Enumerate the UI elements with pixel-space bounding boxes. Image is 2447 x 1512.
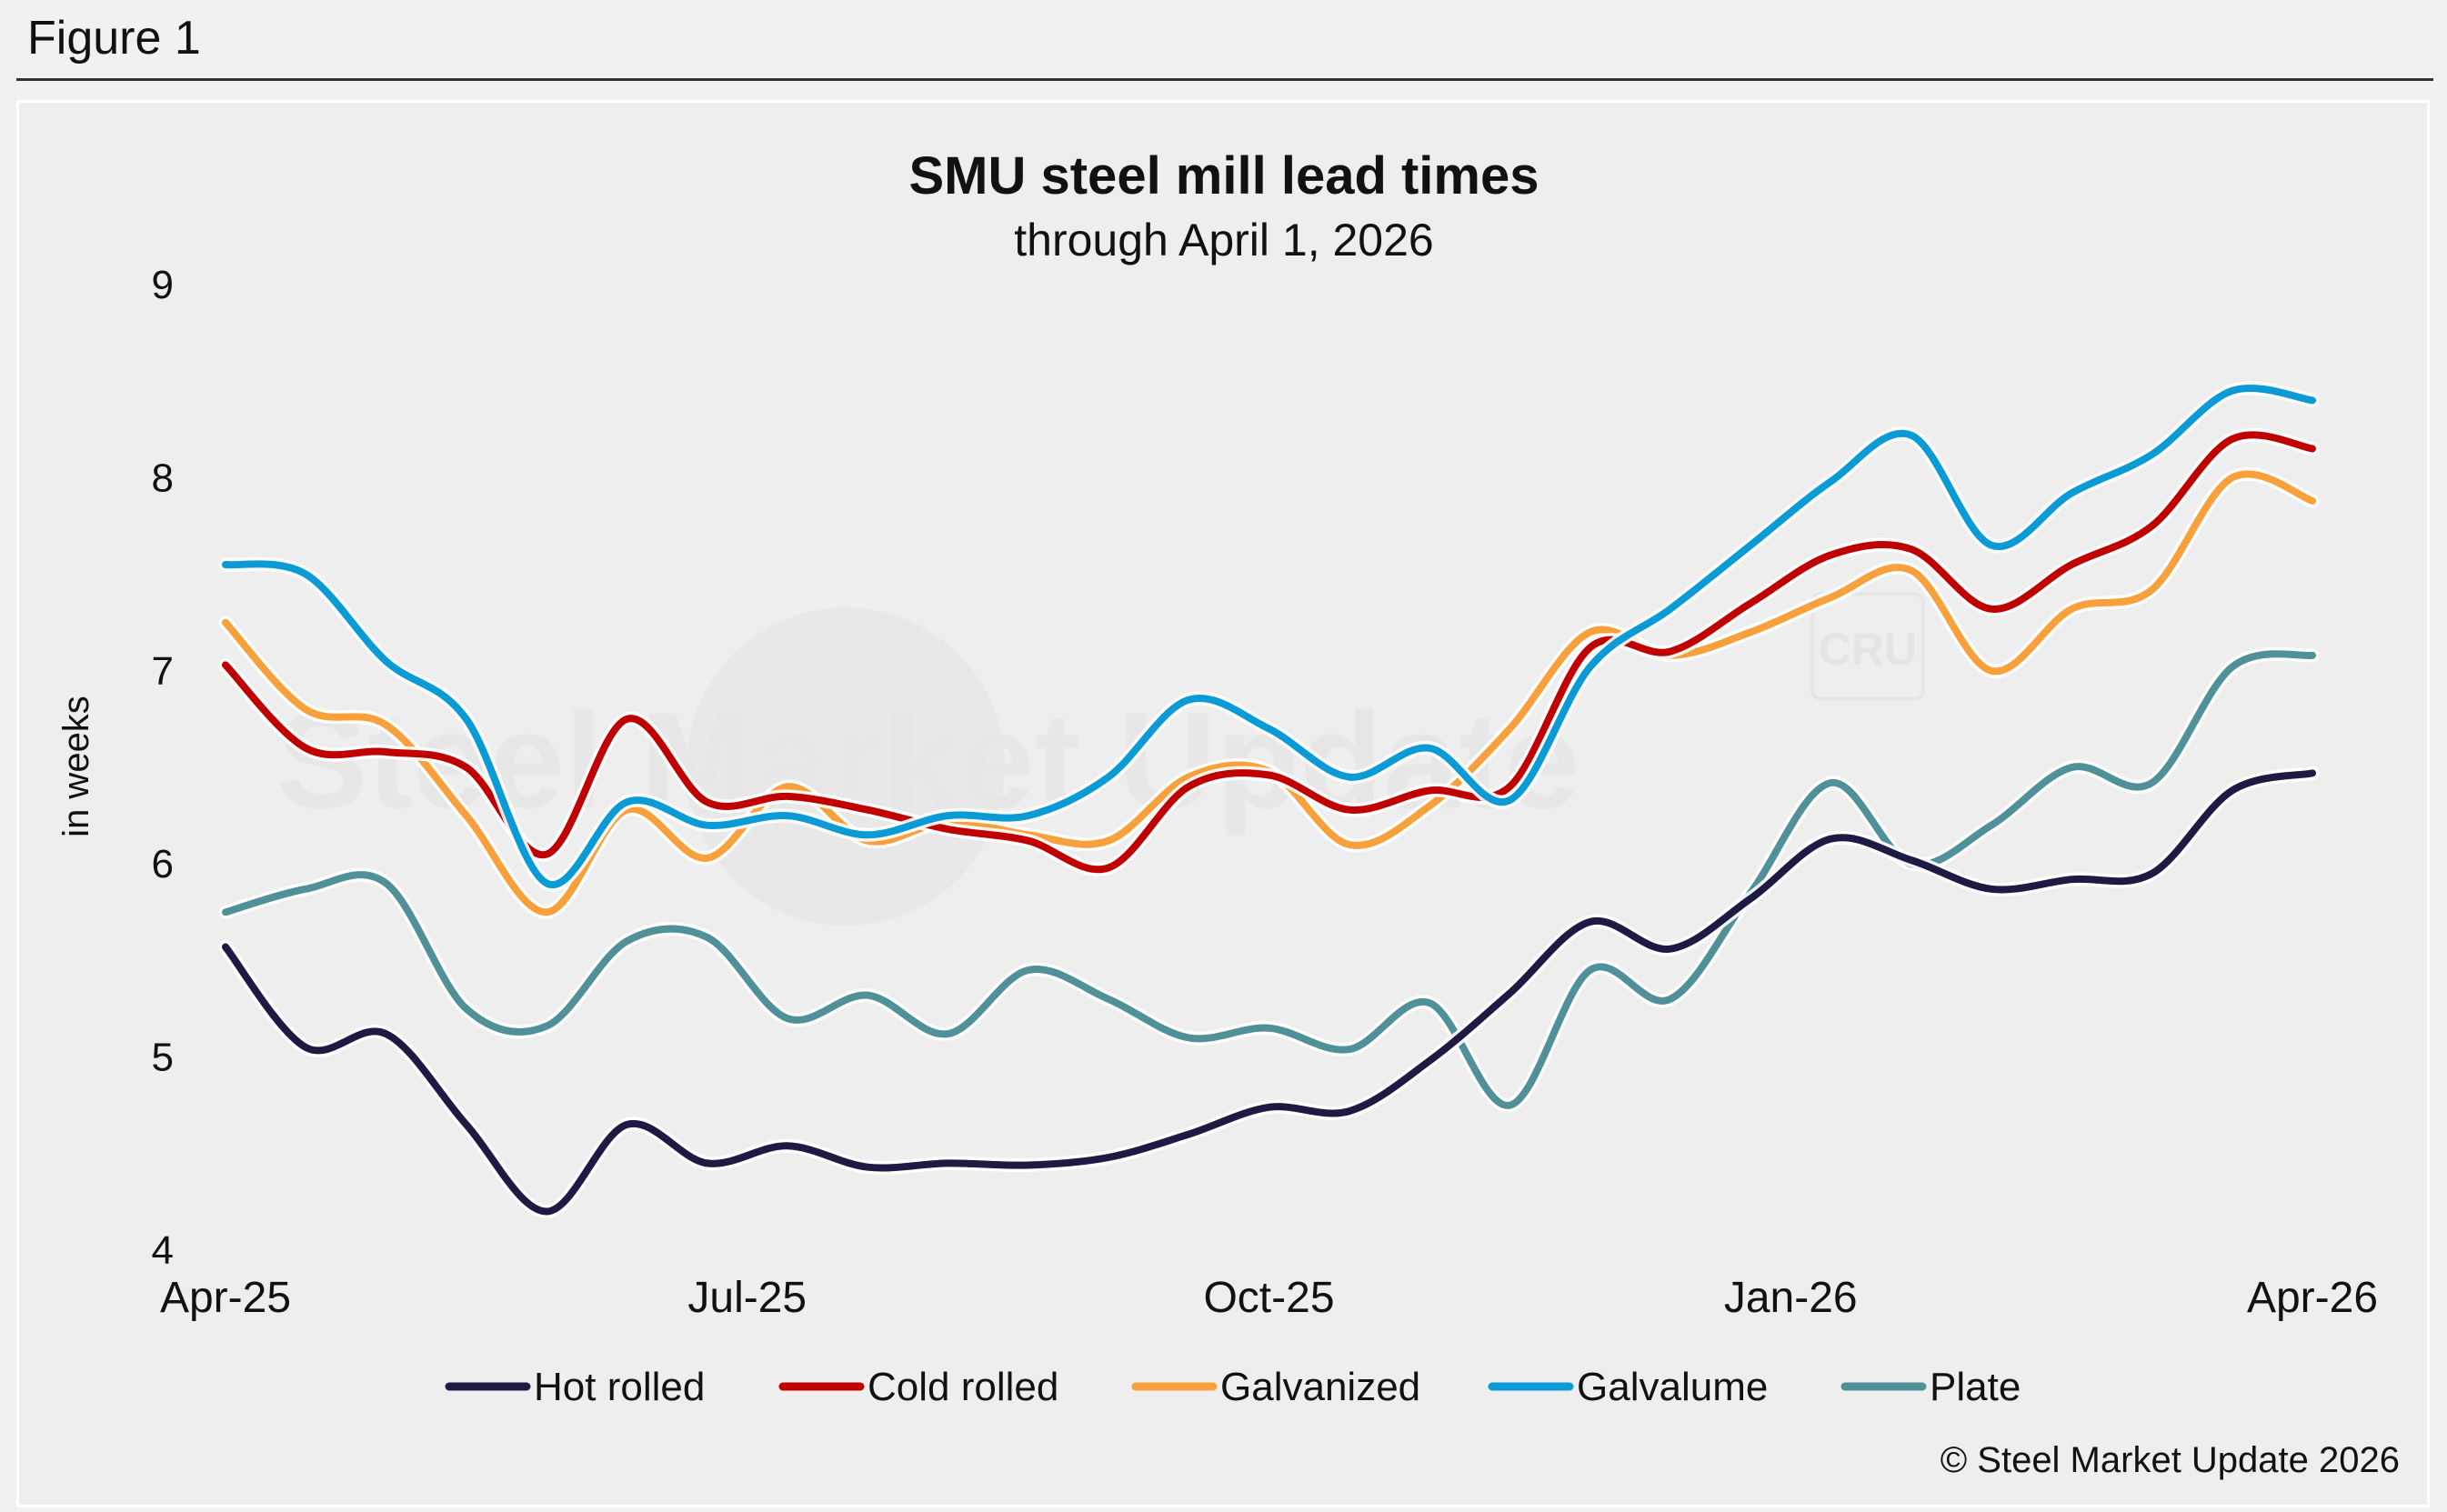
credit-text: © Steel Market Update 2026 bbox=[1941, 1440, 2400, 1480]
y-tick-label: 9 bbox=[152, 263, 174, 307]
series-line-halo-hot-rolled bbox=[218, 766, 2320, 1218]
y-tick-label: 8 bbox=[152, 456, 174, 500]
legend-label: Cold rolled bbox=[867, 1365, 1058, 1409]
legend-item-hot-rolled: Hot rolled bbox=[445, 1365, 705, 1409]
legend-label: Hot rolled bbox=[534, 1365, 705, 1409]
series-line-hot-rolled bbox=[222, 769, 2316, 1216]
x-tick-label: Apr-26 bbox=[2247, 1274, 2378, 1322]
series-layer bbox=[218, 381, 2320, 1218]
x-tick-label: Jul-25 bbox=[687, 1274, 807, 1322]
legend-item-galvalume: Galvalume bbox=[1488, 1365, 1768, 1409]
x-tick-label: Oct-25 bbox=[1203, 1274, 1334, 1322]
chart-panel: Steel Market Update CRU SMU steel mill l… bbox=[16, 100, 2430, 1507]
chart-title: SMU steel mill lead times bbox=[908, 146, 1539, 205]
series-line-cold-rolled bbox=[222, 431, 2316, 874]
x-axis-ticks: Apr-25 Jul-25 Oct-25 Jan-26 Apr-26 bbox=[160, 1274, 2378, 1322]
legend-item-galvanized: Galvanized bbox=[1131, 1365, 1420, 1409]
legend-item-plate: Plate bbox=[1840, 1365, 2021, 1409]
legend-item-cold-rolled: Cold rolled bbox=[778, 1365, 1058, 1409]
legend-label: Galvanized bbox=[1220, 1365, 1420, 1409]
legend-label: Plate bbox=[1930, 1365, 2021, 1409]
y-tick-label: 5 bbox=[152, 1036, 174, 1080]
y-tick-label: 4 bbox=[152, 1228, 174, 1273]
chart-subtitle: through April 1, 2026 bbox=[1014, 215, 1433, 265]
x-tick-label: Jan-26 bbox=[1724, 1274, 1858, 1322]
y-tick-label: 7 bbox=[152, 649, 174, 694]
y-tick-label: 6 bbox=[152, 842, 174, 886]
y-axis-label: in weeks bbox=[56, 696, 96, 837]
legend-label: Galvalume bbox=[1577, 1365, 1768, 1409]
y-axis-ticks: 4 5 6 7 8 9 bbox=[152, 263, 174, 1273]
line-chart: Steel Market Update CRU SMU steel mill l… bbox=[56, 146, 2400, 1480]
series-line-plate bbox=[222, 650, 2316, 1109]
svg-text:CRU: CRU bbox=[1819, 624, 1917, 675]
figure-label: Figure 1 bbox=[27, 12, 201, 65]
legend: Hot rolled Cold rolled Galvanized Galvalume… bbox=[445, 1365, 2021, 1409]
x-tick-label: Apr-25 bbox=[160, 1274, 291, 1322]
series-line-galvalume bbox=[222, 384, 2316, 888]
figure-divider bbox=[16, 78, 2433, 81]
